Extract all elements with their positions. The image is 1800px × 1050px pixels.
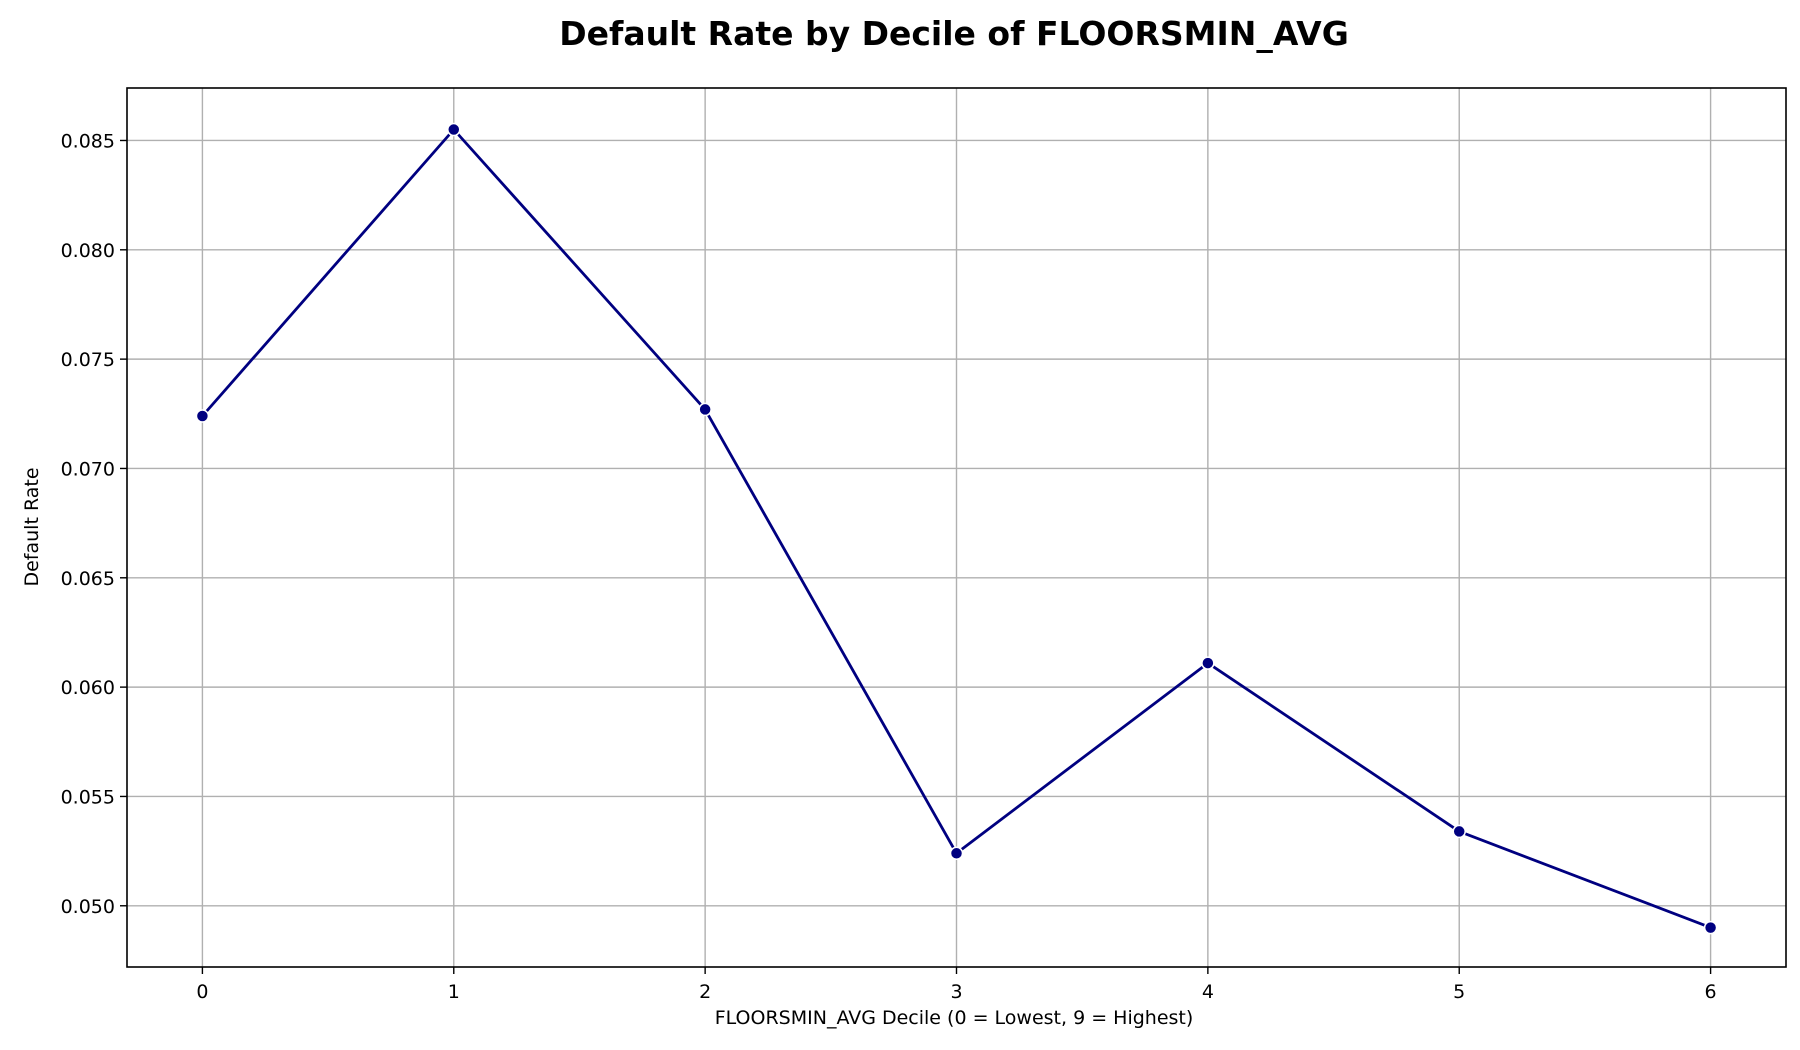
y-tick-label: 0.085 (61, 130, 115, 152)
y-tick-label: 0.065 (61, 568, 115, 590)
y-tick-label: 0.060 (61, 677, 115, 699)
data-point (195, 409, 210, 423)
grid (127, 88, 1786, 967)
y-tick-label: 0.070 (61, 458, 115, 480)
data-point (1703, 920, 1718, 935)
y-tick-label: 0.050 (61, 896, 115, 918)
axis-ticks: 0 1 2 3 4 5 6 0.050 0.055 0.060 0.065 0.070 0.075 0.0… (61, 130, 1717, 1003)
y-axis-label: Default Rate (21, 467, 43, 586)
chart-title: Default Rate by Decile of FLOORSMIN_AVG (559, 14, 1349, 53)
data-points (195, 122, 1718, 935)
x-tick-label: 4 (1202, 981, 1214, 1003)
y-tick-label: 0.075 (61, 349, 115, 371)
data-point (698, 402, 712, 417)
y-tick-label: 0.055 (61, 786, 115, 808)
x-tick-label: 3 (950, 981, 962, 1003)
x-axis-label: FLOORSMIN_AVG Decile (0 = Lowest, 9 = Hi… (715, 1007, 1194, 1029)
x-tick-label: 5 (1453, 981, 1465, 1003)
data-point (949, 846, 964, 861)
y-tick-label: 0.080 (61, 240, 115, 262)
x-tick-label: 6 (1705, 981, 1717, 1003)
data-point (1201, 656, 1215, 670)
data-point (1452, 824, 1466, 839)
x-tick-label: 1 (448, 981, 460, 1003)
data-point (447, 122, 461, 137)
x-tick-label: 0 (196, 981, 208, 1003)
x-tick-label: 2 (699, 981, 711, 1003)
